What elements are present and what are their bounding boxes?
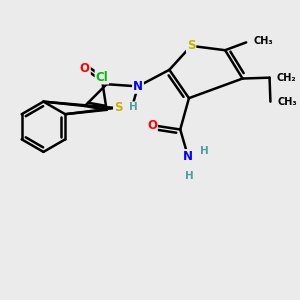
Text: Cl: Cl [96,70,108,83]
Text: N: N [133,80,143,93]
Text: S: S [114,101,122,114]
Text: CH₃: CH₃ [278,97,297,106]
Text: CH₂: CH₂ [277,73,296,83]
Text: O: O [80,62,90,76]
Text: CH₃: CH₃ [254,36,273,46]
Text: O: O [147,119,157,132]
Text: H: H [129,102,138,112]
Text: S: S [187,39,195,52]
Text: N: N [183,150,193,163]
Text: H: H [200,146,209,156]
Text: H: H [184,171,193,181]
